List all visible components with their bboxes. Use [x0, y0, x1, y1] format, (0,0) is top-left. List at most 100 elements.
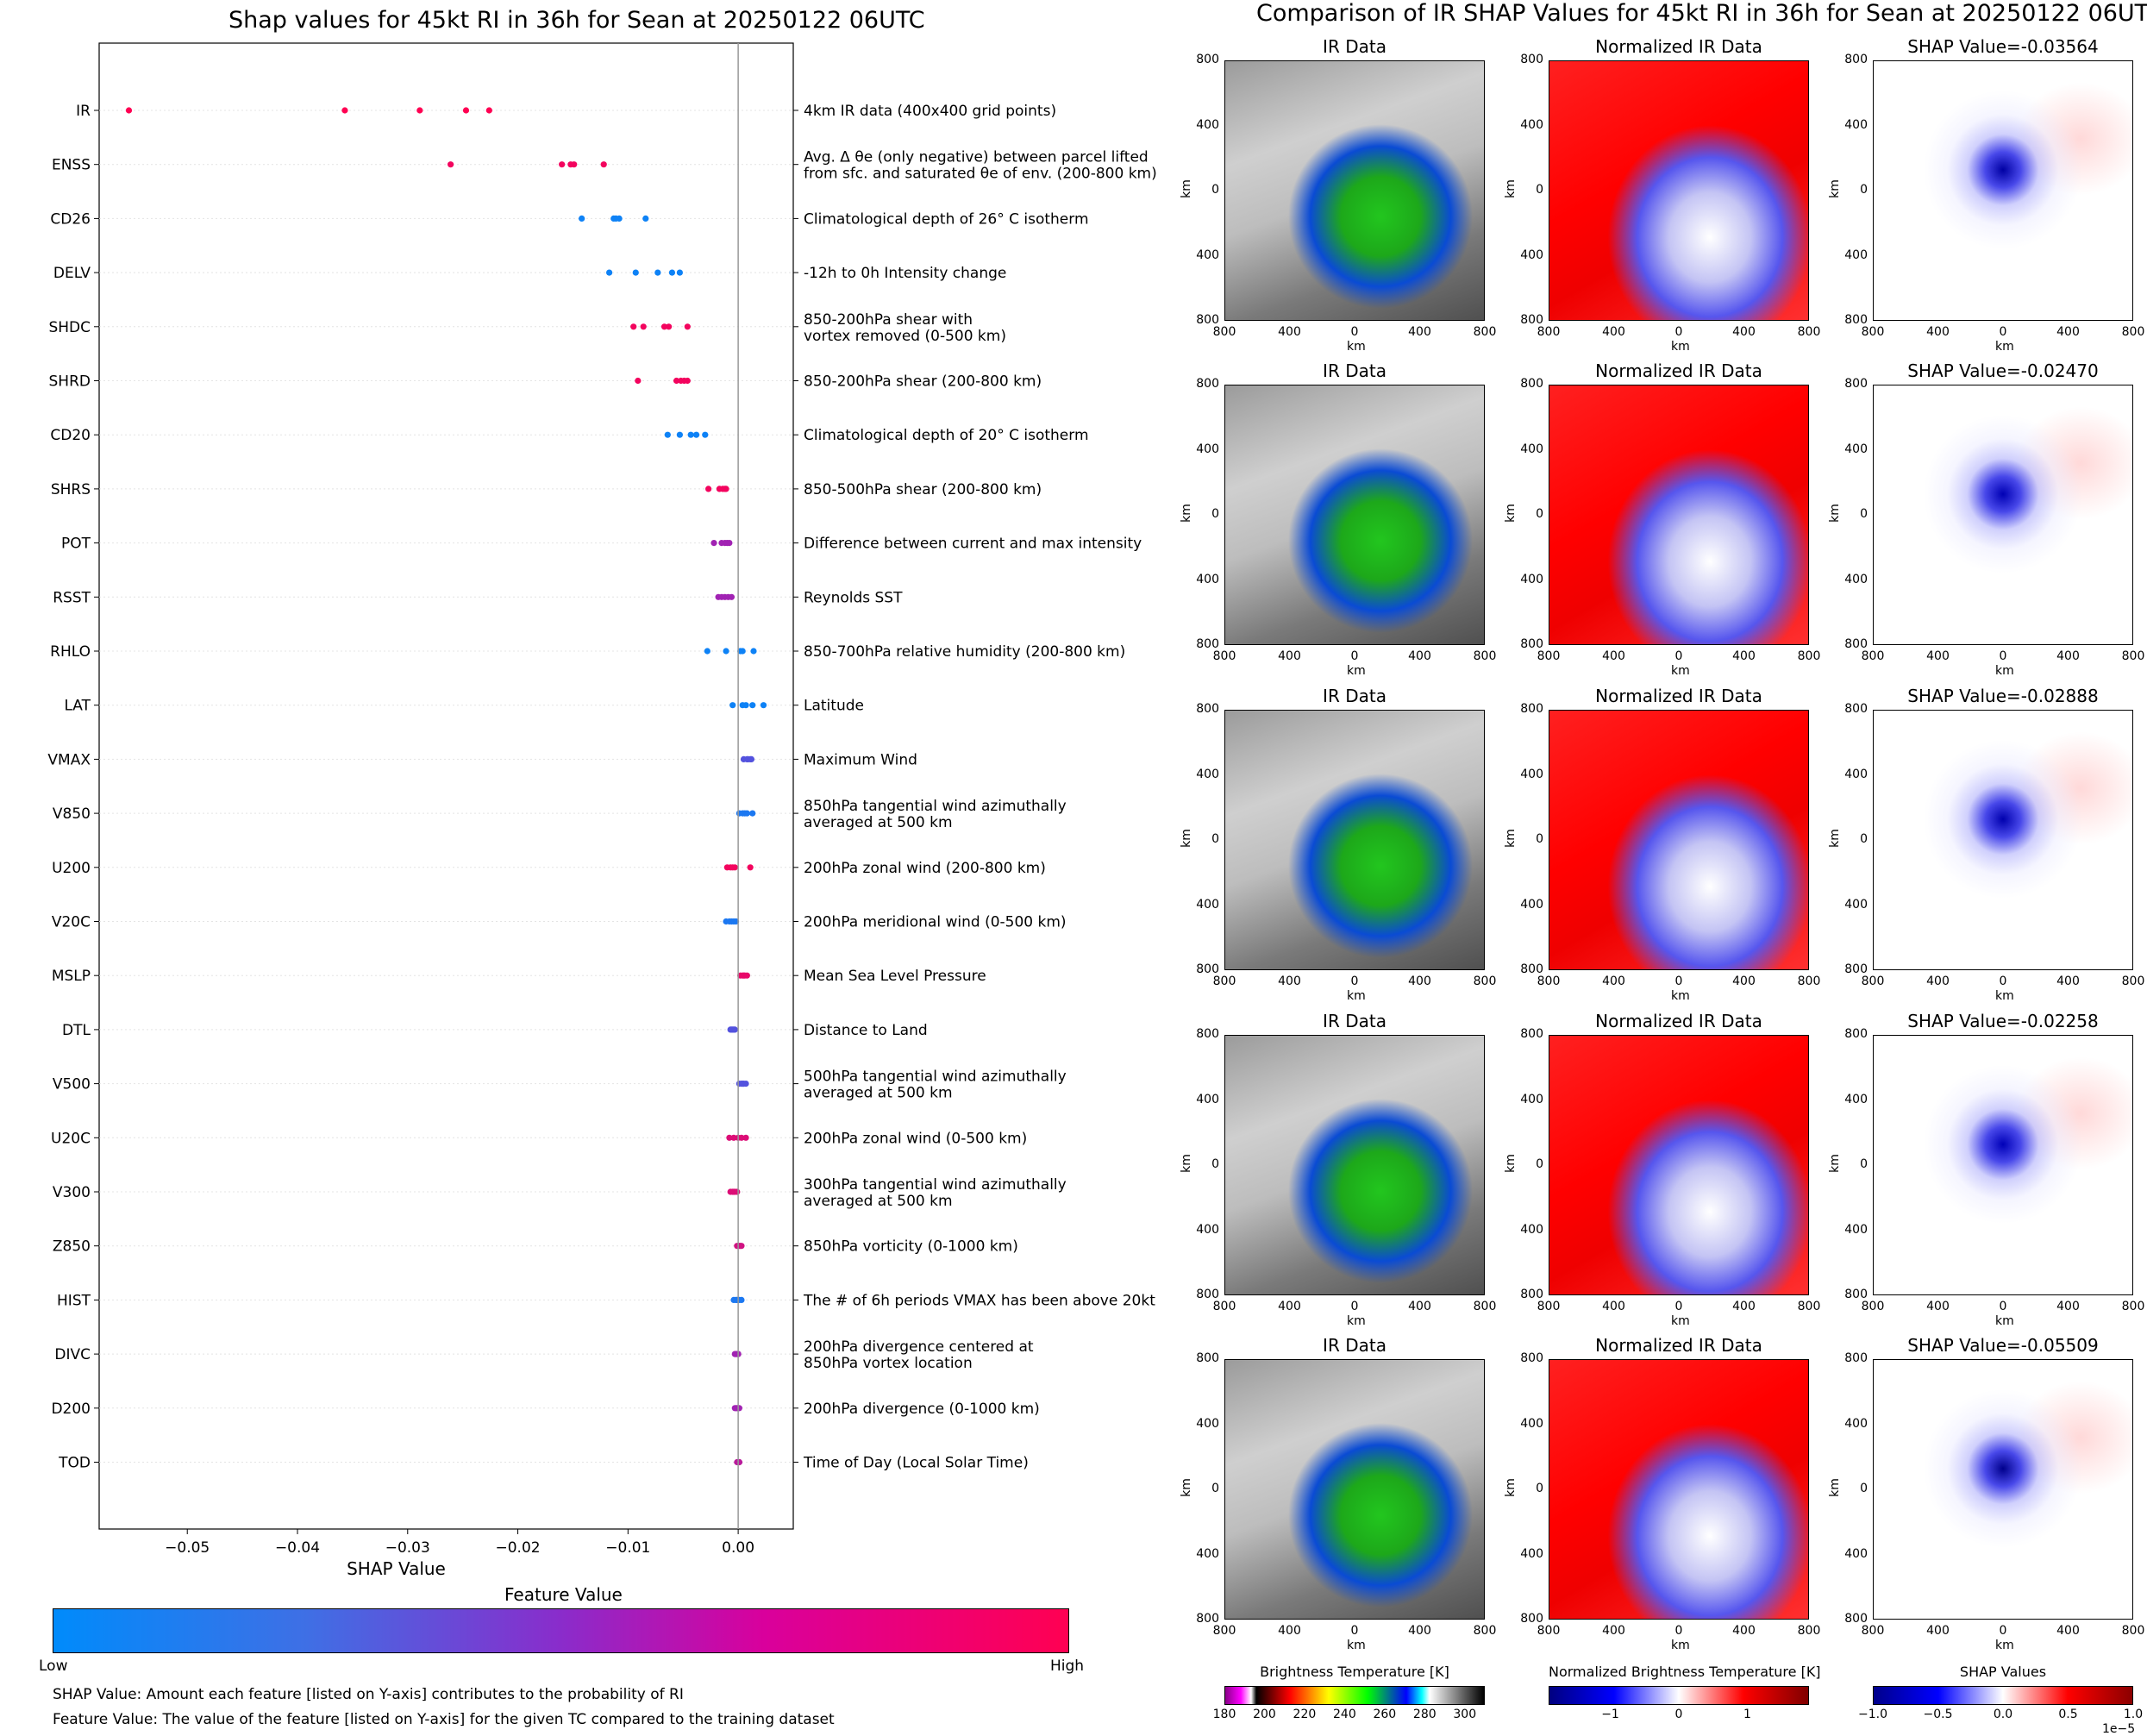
x-tick-label: 400 — [1278, 1300, 1301, 1313]
ir-data-panel — [1224, 1035, 1485, 1295]
feature-description: 200hPa meridional wind (0-500 km) — [804, 914, 1067, 931]
ir-data-panel — [1224, 1359, 1485, 1620]
x-tick-label: 400 — [1732, 325, 1756, 339]
feature-description: 300hPa tangential wind azimuthally — [804, 1176, 1067, 1194]
y-axis-label: km — [1827, 179, 1842, 198]
shap-point — [743, 972, 750, 979]
feature-description: 850-500hPa shear (200-800 km) — [804, 481, 1042, 498]
feature-description: from sfc. and saturated θe of env. (200-… — [804, 166, 1157, 183]
shap-point — [654, 269, 661, 276]
shap-point — [734, 1188, 741, 1195]
colorbar-offset-text: 1e−5 — [2102, 1722, 2136, 1736]
normalized-ir-panel — [1549, 1359, 1809, 1620]
y-axis-label: km — [1827, 1154, 1842, 1173]
y-tick-label: 400 — [1196, 1416, 1219, 1431]
y-tick-label: 400 — [1844, 1092, 1868, 1106]
feature-label: V500 — [53, 1076, 91, 1094]
x-tick-label: 800 — [1537, 1624, 1561, 1638]
colorbar-tick-label: −1 — [1601, 1708, 1619, 1721]
y-axis-label: km — [1503, 179, 1518, 198]
x-tick-label: 400 — [1602, 975, 1625, 988]
feature-description: Reynolds SST — [804, 589, 903, 606]
y-axis-label: km — [1503, 829, 1518, 848]
x-tick-label: 400 — [1732, 1624, 1756, 1638]
x-tick-label: 400 — [2056, 325, 2080, 339]
shap-point — [726, 540, 733, 547]
x-tick-label: 800 — [2121, 1624, 2145, 1638]
feature-label: SHRS — [51, 481, 91, 498]
x-tick-label: 400 — [1602, 1624, 1625, 1638]
shap-point — [732, 918, 740, 925]
y-tick-label: 400 — [1520, 897, 1543, 912]
panel-title: IR Data — [1323, 36, 1386, 57]
feature-label: V300 — [53, 1184, 91, 1201]
y-tick-label: 400 — [1196, 572, 1219, 586]
y-tick-label: 0 — [1860, 832, 1868, 846]
feature-value-colorbar — [53, 1608, 1069, 1653]
shap-point — [739, 648, 746, 655]
x-tick-label: 800 — [1861, 1624, 1885, 1638]
y-tick-label: 0 — [1860, 1482, 1868, 1495]
feature-label: CD26 — [50, 210, 91, 228]
y-axis-label: km — [1503, 1154, 1518, 1173]
feature-label: RSST — [53, 589, 91, 606]
shap-point — [673, 377, 680, 385]
y-tick-label: 800 — [1196, 1351, 1219, 1365]
x-tick-label: 400 — [2056, 1624, 2080, 1638]
ir-data-panel — [1224, 60, 1485, 321]
shap-point — [676, 431, 683, 438]
y-tick-label: 400 — [1844, 1416, 1868, 1431]
x-axis-label: km — [1347, 989, 1366, 1003]
shap-point — [687, 431, 694, 438]
x-tick-label: 800 — [1797, 1624, 1821, 1638]
panel-title: IR Data — [1323, 1011, 1386, 1031]
x-axis-label: km — [1347, 1639, 1366, 1652]
y-tick-label: 800 — [1196, 1612, 1219, 1626]
feature-label: HIST — [57, 1292, 91, 1309]
feature-description: 4km IR data (400x400 grid points) — [804, 103, 1056, 120]
feature-label: U20C — [51, 1130, 91, 1147]
y-tick-label: 400 — [1196, 442, 1219, 456]
legend-low-label: Low — [39, 1658, 68, 1675]
colorbar-tick-label: 300 — [1453, 1708, 1477, 1721]
panel-title: SHAP Value=-0.02258 — [1907, 1011, 2099, 1031]
shap-point — [630, 323, 637, 330]
y-tick-label: 400 — [1196, 1546, 1219, 1561]
colorbar-tick-label: 280 — [1412, 1708, 1437, 1721]
shap-point — [723, 648, 729, 655]
x-tick-label: 400 — [1408, 649, 1431, 663]
x-tick-label: −0.01 — [605, 1539, 650, 1557]
feature-description: Time of Day (Local Solar Time) — [803, 1455, 1029, 1472]
x-tick-label: 400 — [1926, 1624, 1950, 1638]
y-tick-label: 400 — [1520, 442, 1543, 456]
shap-point — [728, 593, 735, 600]
panel-title: IR Data — [1323, 1335, 1386, 1356]
x-axis-label: km — [1671, 664, 1690, 678]
y-tick-label: 400 — [1520, 248, 1543, 262]
x-axis-label: km — [1671, 989, 1690, 1003]
shap-point — [738, 1243, 745, 1250]
x-tick-label: 400 — [1732, 975, 1756, 988]
x-tick-label: 800 — [1797, 325, 1821, 339]
y-tick-label: 400 — [1520, 117, 1543, 132]
panel-title: IR Data — [1323, 686, 1386, 706]
x-tick-label: 800 — [1473, 325, 1497, 339]
x-tick-label: 800 — [1537, 325, 1561, 339]
shap-point — [684, 377, 691, 385]
shap-point — [738, 1296, 745, 1303]
panel-title: IR Data — [1323, 360, 1386, 381]
feature-description: 200hPa divergence (0-1000 km) — [804, 1401, 1040, 1418]
y-tick-label: 0 — [1211, 183, 1219, 197]
x-axis-label: SHAP Value — [347, 1558, 446, 1579]
shap-point — [731, 864, 738, 871]
x-tick-label: 800 — [1861, 649, 1885, 663]
y-tick-label: 0 — [1860, 1157, 1868, 1171]
y-tick-label: 800 — [1844, 1612, 1868, 1626]
shap-point — [742, 1134, 749, 1141]
y-tick-label: 400 — [1196, 1092, 1219, 1106]
colorbar-tick-label: 180 — [1212, 1708, 1236, 1721]
colorbar-tick-label: 200 — [1253, 1708, 1276, 1721]
feature-description: 850hPa tangential wind azimuthally — [804, 798, 1067, 815]
y-tick-label: 0 — [1536, 832, 1543, 846]
x-tick-label: 0 — [1674, 325, 1683, 339]
